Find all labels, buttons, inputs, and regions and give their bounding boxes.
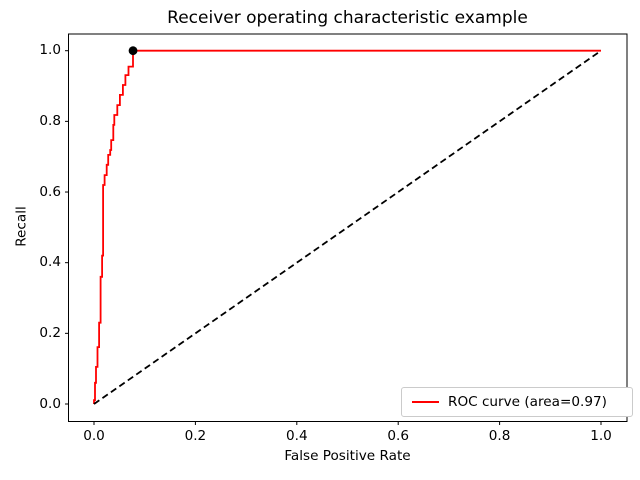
x-tick-label: 1.0 <box>590 428 612 444</box>
x-tick-label: 0.6 <box>387 428 409 444</box>
legend-roc-line-sample <box>412 401 439 403</box>
chart-title: Receiver operating characteristic exampl… <box>167 8 528 28</box>
chance-diagonal-line <box>93 49 602 405</box>
y-tick-label: 0.6 <box>39 183 61 200</box>
legend: ROC curve (area=0.97) <box>401 387 633 417</box>
y-tick-label: 0.0 <box>39 395 61 412</box>
x-tick-label: 0.4 <box>285 428 308 444</box>
roc-top-marker-dot <box>128 46 138 56</box>
legend-label: ROC curve (area=0.97) <box>448 394 607 410</box>
y-tick-label: 0.2 <box>39 324 61 341</box>
x-tick-label: 0.0 <box>83 428 105 444</box>
y-tick-label: 1.0 <box>39 42 61 59</box>
x-tick-label: 0.8 <box>488 428 511 444</box>
axes-frame <box>68 33 628 422</box>
y-tick-label: 0.4 <box>39 254 61 271</box>
x-tick-label: 0.2 <box>184 428 207 444</box>
x-axis-label: False Positive Rate <box>284 448 411 464</box>
y-tick-label: 0.8 <box>39 112 61 129</box>
roc-curve-line <box>93 49 601 404</box>
